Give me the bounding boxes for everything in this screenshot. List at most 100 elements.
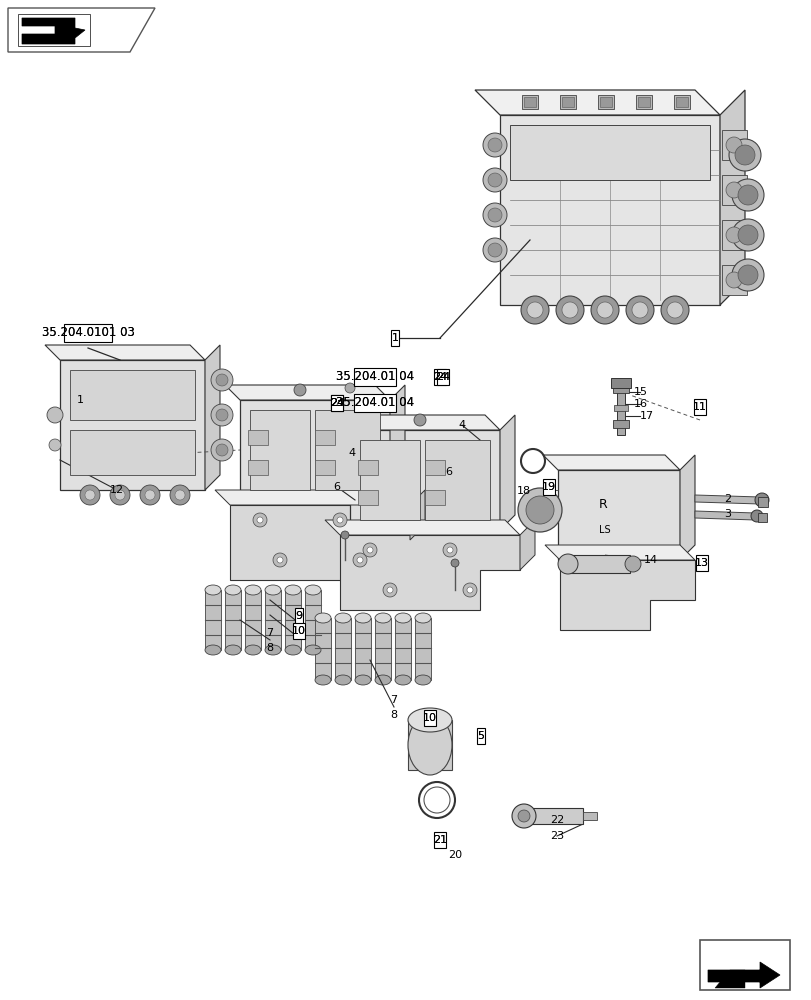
Ellipse shape — [315, 675, 331, 685]
Text: 13: 13 — [694, 558, 708, 568]
Bar — [315, 410, 380, 490]
Ellipse shape — [305, 585, 320, 595]
Polygon shape — [245, 590, 260, 650]
Circle shape — [725, 182, 741, 198]
Bar — [612, 420, 629, 428]
Text: 16: 16 — [633, 399, 647, 409]
Bar — [693, 399, 705, 415]
Polygon shape — [335, 618, 350, 680]
Bar — [70, 430, 195, 475]
Polygon shape — [519, 520, 534, 570]
Circle shape — [737, 185, 757, 205]
Text: 9: 9 — [295, 611, 303, 621]
Circle shape — [625, 296, 653, 324]
Polygon shape — [679, 455, 694, 560]
Text: 10: 10 — [292, 626, 306, 636]
Circle shape — [750, 510, 762, 522]
Circle shape — [357, 557, 363, 563]
Text: 4: 4 — [348, 448, 355, 458]
Bar — [757, 497, 767, 507]
Circle shape — [666, 302, 682, 318]
Ellipse shape — [414, 675, 431, 685]
Bar — [521, 95, 538, 109]
Polygon shape — [350, 430, 500, 530]
Text: 24: 24 — [436, 372, 449, 382]
Bar — [561, 97, 573, 107]
Bar — [599, 97, 611, 107]
Bar — [247, 460, 268, 475]
Circle shape — [596, 302, 612, 318]
Polygon shape — [324, 520, 519, 535]
Polygon shape — [719, 90, 744, 305]
Polygon shape — [225, 590, 241, 650]
Ellipse shape — [204, 645, 221, 655]
Text: R: R — [598, 498, 607, 512]
Text: 10: 10 — [292, 626, 306, 636]
Ellipse shape — [204, 585, 221, 595]
Circle shape — [725, 137, 741, 153]
Polygon shape — [204, 345, 220, 490]
Text: 35.204.01 04: 35.204.01 04 — [336, 396, 414, 410]
Circle shape — [216, 374, 228, 386]
Circle shape — [737, 225, 757, 245]
Bar — [424, 460, 444, 475]
Circle shape — [115, 490, 125, 500]
Text: 24: 24 — [329, 398, 344, 408]
Text: LS: LS — [599, 525, 610, 535]
Circle shape — [341, 531, 349, 539]
Circle shape — [731, 219, 763, 251]
Bar — [721, 220, 746, 250]
Text: 1: 1 — [76, 395, 84, 405]
Bar — [331, 395, 342, 411]
Polygon shape — [375, 618, 391, 680]
Polygon shape — [230, 505, 410, 580]
Ellipse shape — [225, 585, 241, 595]
Text: 19: 19 — [541, 482, 556, 492]
Text: 9: 9 — [295, 611, 303, 621]
Circle shape — [277, 557, 283, 563]
Polygon shape — [714, 970, 744, 988]
Bar — [721, 130, 746, 160]
Bar — [582, 812, 596, 820]
Polygon shape — [394, 618, 410, 680]
Bar — [358, 460, 378, 475]
Circle shape — [175, 490, 185, 500]
Bar — [437, 369, 448, 385]
Bar — [543, 479, 554, 495]
Polygon shape — [240, 400, 389, 500]
Ellipse shape — [407, 708, 452, 732]
Text: 17: 17 — [639, 411, 653, 421]
Polygon shape — [500, 115, 719, 305]
Circle shape — [725, 272, 741, 288]
Bar — [560, 95, 575, 109]
Text: 7: 7 — [266, 628, 273, 638]
Circle shape — [631, 302, 647, 318]
Bar — [721, 175, 746, 205]
Text: 24: 24 — [329, 398, 344, 408]
Bar — [293, 623, 304, 639]
Circle shape — [443, 543, 457, 557]
Bar — [64, 324, 111, 342]
Polygon shape — [389, 385, 405, 500]
Circle shape — [526, 302, 543, 318]
Text: 10: 10 — [423, 713, 436, 723]
Circle shape — [590, 296, 618, 324]
Bar — [612, 385, 629, 393]
Ellipse shape — [285, 645, 301, 655]
Bar — [527, 808, 582, 824]
Polygon shape — [694, 511, 754, 520]
Ellipse shape — [335, 675, 350, 685]
Circle shape — [728, 139, 760, 171]
Bar — [407, 720, 452, 770]
Polygon shape — [544, 545, 694, 560]
Bar — [476, 728, 485, 744]
Text: 8: 8 — [390, 710, 397, 720]
Text: 3: 3 — [723, 509, 731, 519]
Ellipse shape — [375, 613, 391, 623]
Text: 22: 22 — [549, 815, 564, 825]
Text: 21: 21 — [432, 835, 447, 845]
Text: 11: 11 — [692, 402, 706, 412]
Circle shape — [49, 439, 61, 451]
Circle shape — [483, 133, 506, 157]
Text: 35.204.0101 03: 35.204.0101 03 — [41, 326, 135, 340]
